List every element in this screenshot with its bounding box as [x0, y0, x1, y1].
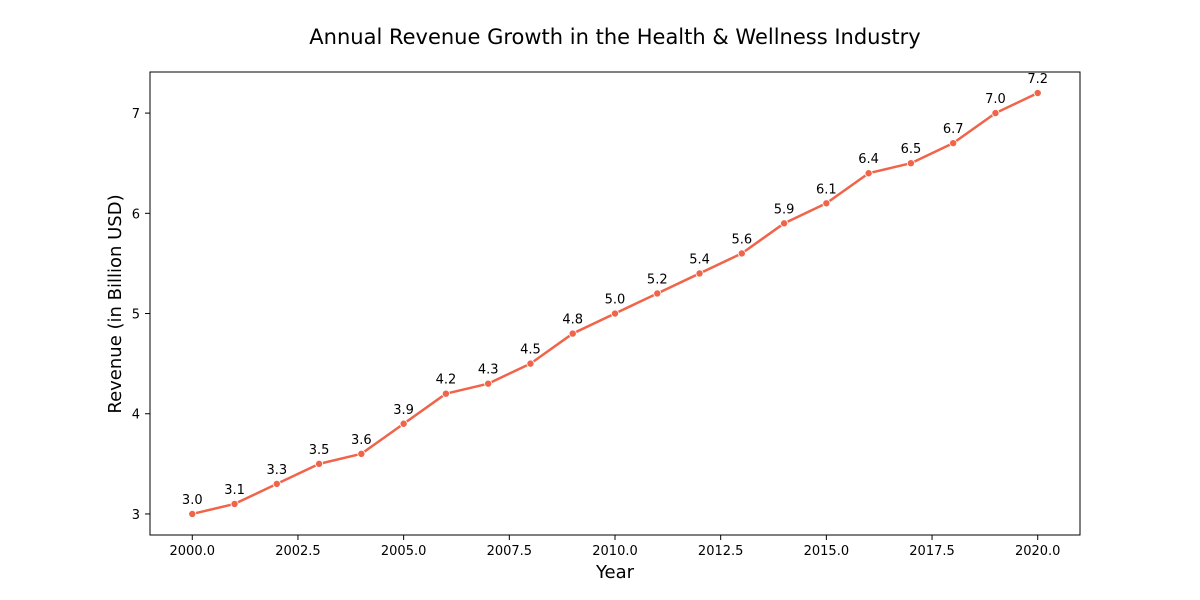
data-label: 5.6 — [731, 232, 752, 247]
x-tick-label: 2002.5 — [275, 544, 321, 559]
data-label: 3.3 — [266, 463, 287, 478]
data-label: 3.6 — [351, 433, 372, 448]
data-point — [695, 269, 704, 278]
data-label: 3.9 — [393, 403, 414, 418]
data-point — [737, 249, 746, 258]
data-label: 3.0 — [182, 493, 203, 508]
data-point — [441, 389, 450, 398]
x-axis-ticks: 2000.0 2002.5 2005.0 2007.5 2010.0 2012.5 2015… — [170, 535, 1061, 559]
data-label: 5.4 — [689, 252, 710, 267]
y-tick-label: 4 — [132, 408, 140, 423]
x-tick-label: 2017.5 — [909, 544, 955, 559]
data-label: 6.4 — [858, 152, 879, 167]
data-label: 5.0 — [605, 293, 626, 308]
y-tick-label: 3 — [132, 508, 140, 523]
x-tick-label: 2005.0 — [381, 544, 427, 559]
x-tick-label: 2020.0 — [1015, 544, 1061, 559]
data-point — [399, 419, 408, 428]
data-labels-layer: 3.0 3.1 3.3 3.5 3.6 3.9 4.2 4.3 4.5 4.8 5.0 5.2 5.4 5… — [182, 72, 1048, 508]
data-label: 5.9 — [774, 202, 795, 217]
data-point — [526, 359, 535, 368]
data-point — [1033, 89, 1042, 98]
data-point — [188, 509, 197, 518]
data-point — [230, 499, 239, 508]
y-tick-label: 7 — [132, 107, 140, 122]
x-axis-label: Year — [595, 562, 635, 583]
data-point — [949, 139, 958, 148]
y-axis-label: Revenue (in Billion USD) — [105, 194, 126, 413]
data-point — [864, 169, 873, 178]
data-label: 7.0 — [985, 92, 1006, 107]
y-axis-ticks: 3 4 5 6 7 — [132, 107, 150, 523]
data-label: 3.5 — [309, 443, 330, 458]
data-label: 6.7 — [943, 122, 964, 137]
data-label: 6.1 — [816, 182, 837, 197]
x-tick-label: 2007.5 — [487, 544, 533, 559]
data-label: 6.5 — [901, 142, 922, 157]
data-label: 4.2 — [436, 373, 457, 388]
x-tick-label: 2000.0 — [170, 544, 216, 559]
x-tick-label: 2012.5 — [698, 544, 744, 559]
x-tick-label: 2010.0 — [592, 544, 638, 559]
data-point — [991, 109, 1000, 118]
y-tick-label: 6 — [132, 207, 140, 222]
data-label: 3.1 — [224, 483, 245, 498]
data-point — [272, 479, 281, 488]
data-label: 4.5 — [520, 343, 541, 358]
data-label: 4.3 — [478, 363, 499, 378]
chart-title: Annual Revenue Growth in the Health & We… — [309, 25, 920, 49]
data-point — [780, 219, 789, 228]
series-layer — [188, 89, 1042, 518]
data-label: 5.2 — [647, 272, 668, 287]
data-point — [653, 289, 662, 298]
plot-frame — [149, 71, 1081, 536]
data-point — [484, 379, 493, 388]
x-tick-label: 2015.0 — [804, 544, 850, 559]
data-point — [357, 449, 366, 458]
data-point — [568, 329, 577, 338]
data-label: 7.2 — [1027, 72, 1048, 87]
data-label: 4.8 — [562, 313, 583, 328]
data-point — [822, 199, 831, 208]
y-tick-label: 5 — [132, 308, 140, 323]
data-point — [315, 459, 324, 468]
data-point — [611, 309, 620, 318]
data-point — [906, 159, 915, 168]
